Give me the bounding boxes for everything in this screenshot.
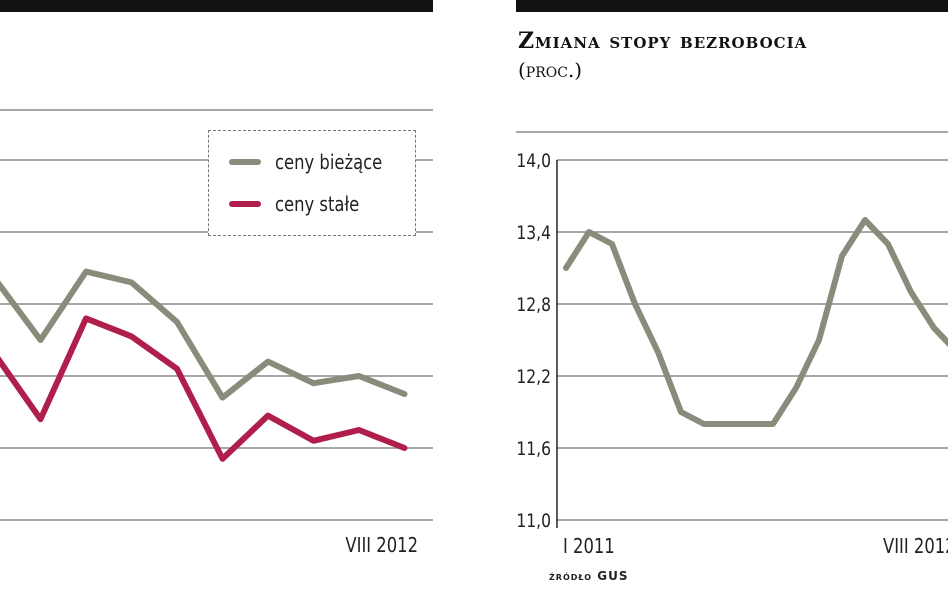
left-series-line-1 bbox=[0, 315, 408, 462]
right-y-tick-label-1: 13,4 bbox=[516, 223, 551, 245]
right-series-line bbox=[563, 217, 948, 427]
legend-swatch-current bbox=[229, 159, 261, 165]
right-y-tick-label-5: 11,0 bbox=[516, 511, 551, 533]
left-series-line-0 bbox=[0, 268, 408, 401]
left-header-bar bbox=[0, 0, 433, 12]
right-x-tick-label-end: VIII 2012 bbox=[883, 536, 948, 559]
right-y-tick-label-4: 11,6 bbox=[516, 439, 551, 461]
right-y-tick-label-2: 12,8 bbox=[516, 295, 551, 317]
legend-swatch-constant bbox=[229, 201, 261, 207]
legend-item-constant: ceny stałe bbox=[229, 191, 378, 217]
left-x-tick-label: VIII 2012 bbox=[345, 535, 418, 558]
right-header-bar bbox=[516, 0, 948, 12]
source-note: źródło GUS bbox=[549, 569, 629, 583]
legend-item-current: ceny bieżące bbox=[229, 149, 406, 175]
legend-label-constant: ceny stałe bbox=[275, 192, 360, 216]
chart-title: Zmiana stopy bezrobocia bbox=[518, 28, 808, 54]
chart-legend: ceny bieżące ceny stałe bbox=[208, 130, 416, 236]
right-y-tick-label-3: 12,2 bbox=[516, 367, 551, 389]
right-x-tick-label-start: I 2011 bbox=[563, 536, 615, 559]
right-y-tick-label-0: 14,0 bbox=[516, 151, 551, 173]
legend-label-current: ceny bieżące bbox=[275, 150, 383, 174]
chart-subtitle: (proc.) bbox=[518, 58, 583, 82]
